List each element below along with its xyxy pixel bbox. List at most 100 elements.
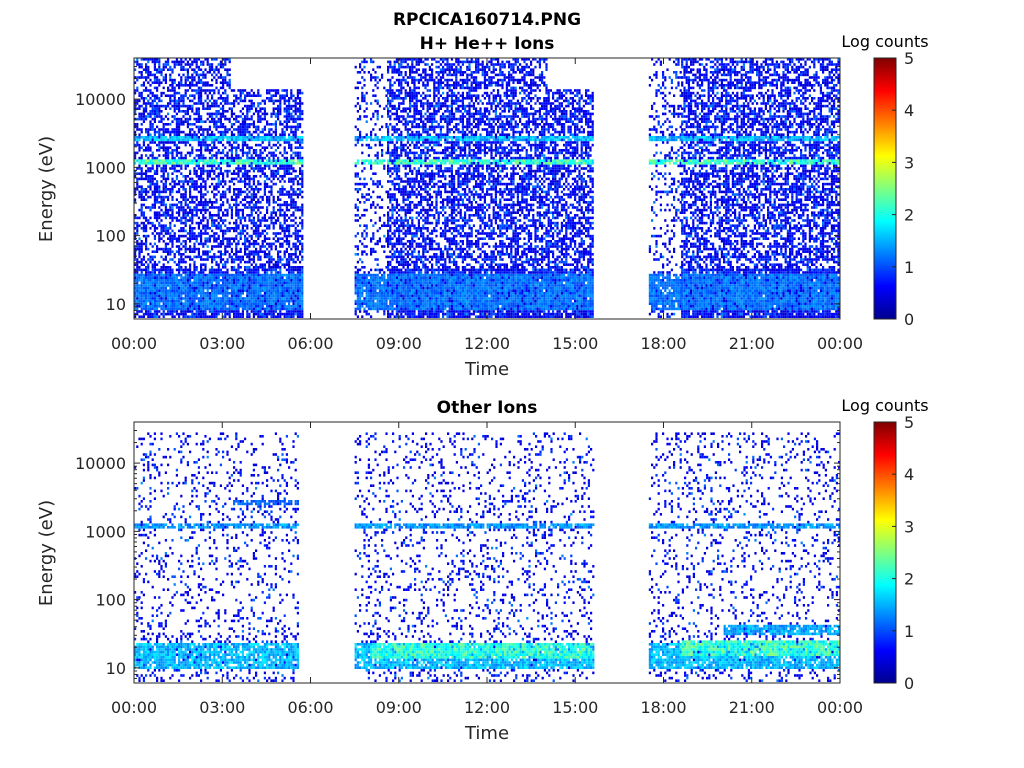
heatmap-cell <box>283 159 286 162</box>
heatmap-cell <box>235 294 238 298</box>
heatmap-cell <box>153 110 156 113</box>
heatmap-cell <box>189 268 192 272</box>
heatmap-cell <box>250 294 253 298</box>
heatmap-cell <box>292 289 295 292</box>
heatmap-cell <box>274 302 277 305</box>
heatmap-cell <box>151 294 154 298</box>
heatmap-cell <box>250 299 253 303</box>
heatmap-cell <box>361 159 364 162</box>
heatmap-cell <box>235 201 238 204</box>
heatmap-cell <box>299 312 302 316</box>
heatmap-cell <box>296 268 299 272</box>
heatmap-cell <box>160 190 163 194</box>
heatmap-cell <box>171 120 174 123</box>
heatmap-cell <box>140 193 143 196</box>
heatmap-cell <box>162 240 165 243</box>
heatmap-cell <box>200 263 203 266</box>
heatmap-cell <box>288 125 291 129</box>
heatmap-cell <box>184 188 187 191</box>
heatmap-cell <box>147 286 150 290</box>
heatmap-cell <box>169 206 172 209</box>
heatmap-cell <box>250 305 253 308</box>
heatmap-cell <box>239 294 242 298</box>
heatmap-cell <box>191 315 194 318</box>
heatmap-cell <box>299 234 302 238</box>
heatmap-cell <box>367 136 370 139</box>
heatmap-cell <box>235 167 238 170</box>
heatmap-cell <box>140 188 143 191</box>
heatmap-cell <box>136 289 139 292</box>
heatmap-cell <box>202 302 205 305</box>
heatmap-cell <box>246 175 249 178</box>
heatmap-cell <box>248 255 251 259</box>
heatmap-cell <box>142 190 145 194</box>
heatmap-cell <box>184 112 187 116</box>
heatmap-cell <box>151 302 154 305</box>
heatmap-cell <box>186 307 189 311</box>
heatmap-cell <box>233 221 236 225</box>
heatmap-cell <box>186 138 189 142</box>
heatmap-cell <box>180 94 183 97</box>
heatmap-cell <box>250 302 253 305</box>
figure-title: RPCICA160714.PNG <box>393 10 581 30</box>
heatmap-cell <box>359 81 362 84</box>
heatmap-cell <box>279 97 282 100</box>
heatmap-cell <box>189 284 192 287</box>
heatmap-cell <box>246 177 249 181</box>
heatmap-cell <box>167 149 170 152</box>
heatmap-cell <box>288 216 291 220</box>
heatmap-cell <box>224 169 227 173</box>
heatmap-cell <box>365 107 368 110</box>
heatmap-cell <box>151 159 154 162</box>
heatmap-cell <box>140 115 143 118</box>
heatmap-cell <box>239 281 242 285</box>
heatmap-cell <box>136 143 139 147</box>
heatmap-cell <box>189 162 192 165</box>
heatmap-cell <box>283 180 286 183</box>
heatmap-cell <box>263 310 266 313</box>
heatmap-cell <box>140 273 143 277</box>
heatmap-cell <box>285 206 288 209</box>
heatmap-cell <box>233 162 236 165</box>
heatmap-cell <box>281 128 284 131</box>
heatmap-cell <box>290 247 293 251</box>
heatmap-cell <box>255 292 258 295</box>
heatmap-cell <box>248 286 251 290</box>
heatmap-cell <box>169 310 172 313</box>
heatmap-cell <box>195 307 198 311</box>
heatmap-cell <box>228 227 231 230</box>
heatmap-cell <box>250 273 253 277</box>
heatmap-cell <box>224 237 227 240</box>
heatmap-cell <box>255 162 258 165</box>
heatmap-cell <box>356 299 359 303</box>
heatmap-cell <box>213 271 216 274</box>
heatmap-cell <box>147 281 150 285</box>
heatmap-cell <box>178 219 181 222</box>
heatmap-cell <box>160 162 163 165</box>
heatmap-cell <box>283 299 286 303</box>
heatmap-cell <box>294 125 297 129</box>
heatmap-cell <box>208 299 211 303</box>
heatmap-cell <box>228 68 231 71</box>
heatmap-cell <box>285 164 288 168</box>
heatmap-cell <box>288 307 291 311</box>
heatmap-cell <box>162 315 165 318</box>
heatmap-cell <box>173 203 176 207</box>
heatmap-cell <box>235 151 238 155</box>
heatmap-cell <box>241 164 244 168</box>
heatmap-cell <box>250 117 253 121</box>
heatmap-cell <box>204 159 207 162</box>
heatmap-cell <box>180 130 183 134</box>
heatmap-cell <box>241 224 244 227</box>
heatmap-cell <box>191 271 194 274</box>
heatmap-cell <box>248 123 251 126</box>
heatmap-cell <box>206 58 209 61</box>
heatmap-cell <box>217 138 220 142</box>
heatmap-cell <box>292 203 295 207</box>
heatmap-cell <box>204 305 207 308</box>
heatmap-cell <box>180 305 183 308</box>
heatmap-cell <box>263 138 266 142</box>
heatmap-cell <box>222 65 225 69</box>
heatmap-cell <box>255 110 258 113</box>
heatmap-cell <box>359 188 362 191</box>
